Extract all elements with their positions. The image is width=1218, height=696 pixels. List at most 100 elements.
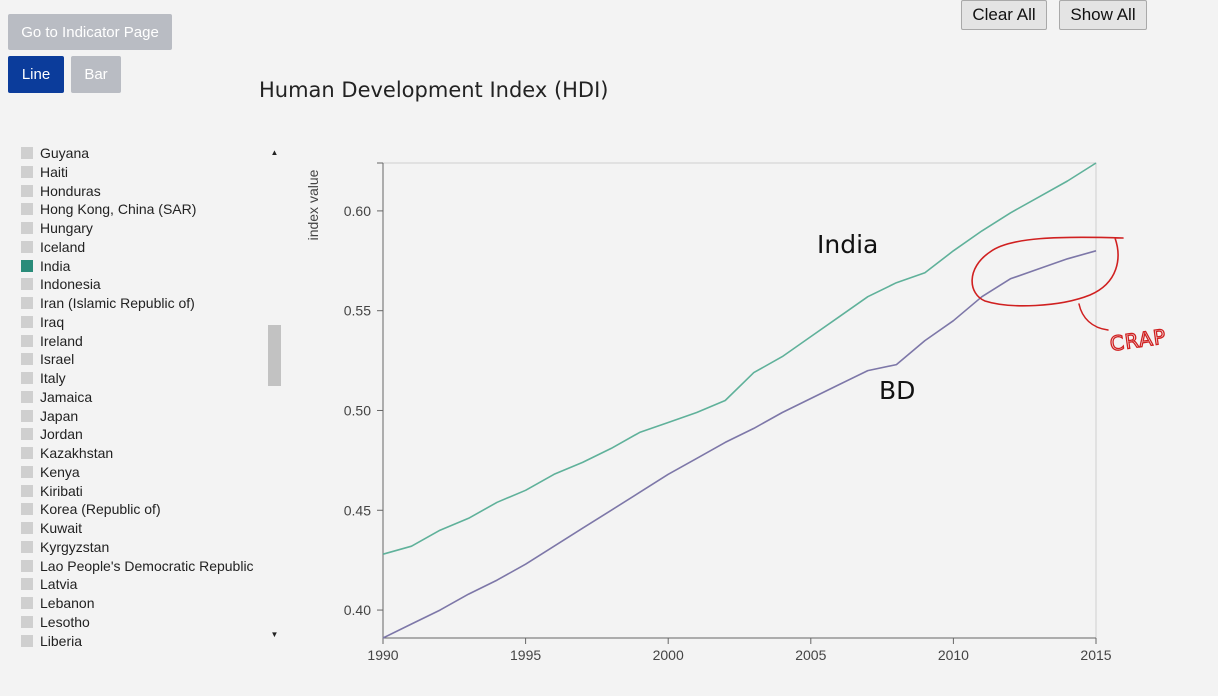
country-label: Israel: [40, 351, 75, 368]
y-tick-label: 0.55: [344, 303, 371, 319]
country-checkbox[interactable]: [21, 522, 33, 534]
country-label: Lesotho: [40, 613, 90, 630]
country-item[interactable]: Latvia: [21, 575, 77, 593]
country-checkbox[interactable]: [21, 484, 33, 497]
country-checkbox[interactable]: [21, 540, 33, 553]
scroll-up-arrow-icon[interactable]: ▲: [270, 148, 279, 157]
country-label: Jamaica: [40, 388, 93, 405]
country-checkbox[interactable]: [21, 259, 33, 272]
country-item[interactable]: Kuwait: [21, 519, 82, 537]
country-label: Hong Kong, China (SAR): [40, 201, 197, 218]
country-item[interactable]: Lesotho: [21, 613, 90, 631]
country-item[interactable]: Kyrgyzstan: [21, 538, 109, 556]
clear-all-button[interactable]: Clear All: [961, 0, 1047, 30]
bar-chart-button[interactable]: Bar: [71, 56, 121, 93]
country-checkbox[interactable]: [21, 503, 33, 516]
crap-annotation: CRAP: [1108, 324, 1168, 356]
country-item[interactable]: Haiti: [21, 163, 68, 181]
country-checkbox[interactable]: [21, 203, 33, 216]
country-item[interactable]: Lebanon: [21, 594, 95, 612]
country-checkbox[interactable]: [21, 409, 33, 422]
country-list: Guyana Haiti Honduras Hong Kong, China (SAR…: [18, 143, 282, 649]
country-checkbox[interactable]: [21, 634, 33, 647]
country-item[interactable]: Iceland: [21, 238, 85, 256]
country-checkbox[interactable]: [21, 447, 33, 459]
x-tick-label: 2010: [938, 647, 969, 663]
country-label: Indonesia: [40, 276, 101, 293]
country-label: Kiribati: [40, 482, 83, 499]
country-item[interactable]: Lao People's Democratic Republic: [21, 557, 254, 575]
country-checkbox[interactable]: [21, 147, 33, 159]
country-label: Kazakhstan: [40, 445, 114, 461]
series-line: [382, 162, 1097, 555]
bd-annotation: BD: [879, 376, 915, 405]
country-item[interactable]: Liberia: [21, 632, 82, 650]
country-label: Honduras: [40, 182, 101, 199]
x-tick-label: 2005: [795, 647, 826, 663]
country-label: Hungary: [40, 220, 93, 236]
country-checkbox[interactable]: [21, 165, 33, 178]
red-scribble-circle: [971, 236, 1124, 307]
country-checkbox[interactable]: [21, 334, 33, 347]
country-item[interactable]: Korea (Republic of): [21, 500, 161, 518]
country-label: Korea (Republic of): [40, 501, 161, 518]
country-checkbox[interactable]: [21, 315, 33, 328]
y-tick-label: 0.40: [344, 602, 371, 618]
country-item[interactable]: India: [21, 257, 70, 275]
y-tick-label: 0.60: [344, 203, 371, 219]
show-all-button[interactable]: Show All: [1059, 0, 1147, 30]
country-item[interactable]: Japan: [21, 407, 78, 425]
scrollbar-thumb[interactable]: [268, 325, 281, 386]
line-chart-button[interactable]: Line: [8, 56, 64, 93]
country-item[interactable]: Jamaica: [21, 388, 92, 406]
y-axis-label: index value: [305, 169, 321, 240]
country-checkbox[interactable]: [21, 353, 33, 366]
scroll-down-arrow-icon[interactable]: ▼: [270, 630, 279, 639]
country-checkbox[interactable]: [21, 465, 33, 478]
country-checkbox[interactable]: [21, 372, 33, 384]
country-checkbox[interactable]: [21, 615, 33, 628]
country-label: Ireland: [40, 332, 83, 349]
country-checkbox[interactable]: [21, 240, 33, 253]
country-label: Haiti: [40, 163, 69, 180]
country-list-scrollbar[interactable]: [267, 146, 282, 644]
country-item[interactable]: Kiribati: [21, 482, 83, 500]
series-line: [382, 250, 1097, 639]
country-item[interactable]: Israel: [21, 350, 74, 368]
country-label: Iran (Islamic Republic of): [40, 295, 195, 311]
x-tick-label: 2015: [1080, 647, 1111, 663]
country-item[interactable]: Hungary: [21, 219, 93, 237]
country-item[interactable]: Italy: [21, 369, 66, 387]
country-label: Kenya: [40, 463, 80, 480]
country-label: Kuwait: [40, 520, 83, 536]
country-checkbox[interactable]: [21, 559, 33, 572]
country-checkbox[interactable]: [21, 184, 33, 197]
country-item[interactable]: Kenya: [21, 463, 80, 481]
plot-frame: [382, 162, 1097, 639]
country-label: Lao People's Democratic Republic: [40, 557, 254, 574]
country-checkbox[interactable]: [21, 597, 33, 609]
country-item[interactable]: Guyana: [21, 144, 89, 162]
country-label: Japan: [40, 407, 79, 424]
country-item[interactable]: Hong Kong, China (SAR): [21, 200, 196, 218]
country-checkbox[interactable]: [21, 428, 33, 441]
country-checkbox[interactable]: [21, 390, 33, 403]
x-tick-label: 1990: [367, 647, 398, 663]
country-item[interactable]: Honduras: [21, 182, 101, 200]
country-item[interactable]: Jordan: [21, 425, 83, 443]
go-to-indicator-button[interactable]: Go to Indicator Page: [8, 14, 172, 50]
country-checkbox[interactable]: [21, 222, 33, 234]
country-checkbox[interactable]: [21, 578, 33, 591]
country-item[interactable]: Iran (Islamic Republic of): [21, 294, 195, 312]
country-item[interactable]: Kazakhstan: [21, 444, 113, 462]
y-tick-label: 0.45: [344, 502, 371, 518]
country-checkbox[interactable]: [21, 297, 33, 309]
country-item[interactable]: Iraq: [21, 313, 64, 331]
country-checkbox[interactable]: [21, 278, 33, 291]
country-item[interactable]: Ireland: [21, 332, 83, 350]
country-item[interactable]: Indonesia: [21, 275, 101, 293]
country-label: India: [40, 257, 71, 274]
country-label: Lebanon: [40, 595, 95, 611]
red-scribble-pointer: [1078, 303, 1109, 331]
